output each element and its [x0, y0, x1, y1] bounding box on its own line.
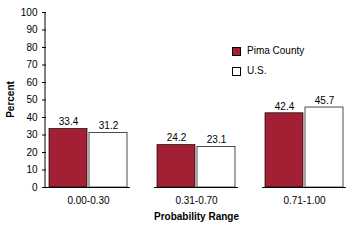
svg-text:0.00-0.30: 0.00-0.30 [67, 195, 110, 206]
svg-text:30: 30 [26, 129, 38, 140]
svg-text:31.2: 31.2 [99, 120, 119, 131]
svg-text:70: 70 [26, 59, 38, 70]
svg-text:100: 100 [21, 7, 38, 18]
svg-text:0.31-0.70: 0.31-0.70 [175, 195, 218, 206]
svg-text:23.1: 23.1 [207, 134, 227, 145]
svg-text:40: 40 [26, 112, 38, 123]
svg-text:20: 20 [26, 147, 38, 158]
svg-text:90: 90 [26, 24, 38, 35]
svg-text:Percent: Percent [5, 80, 16, 117]
svg-text:45.7: 45.7 [315, 95, 335, 106]
svg-text:33.4: 33.4 [59, 116, 79, 127]
svg-text:60: 60 [26, 77, 38, 88]
svg-text:0.71-1.00: 0.71-1.00 [283, 195, 326, 206]
svg-text:80: 80 [26, 42, 38, 53]
svg-text:0: 0 [32, 182, 38, 193]
html-text:Pima County: Pima County [247, 45, 305, 56]
svg-text:Probability Range: Probability Range [154, 211, 239, 222]
svg-text:50: 50 [26, 94, 38, 105]
svg-text:24.2: 24.2 [167, 132, 187, 143]
svg-text:10: 10 [26, 164, 38, 175]
svg-text:42.4: 42.4 [275, 101, 295, 112]
html-text:U.S.: U.S. [247, 65, 267, 76]
